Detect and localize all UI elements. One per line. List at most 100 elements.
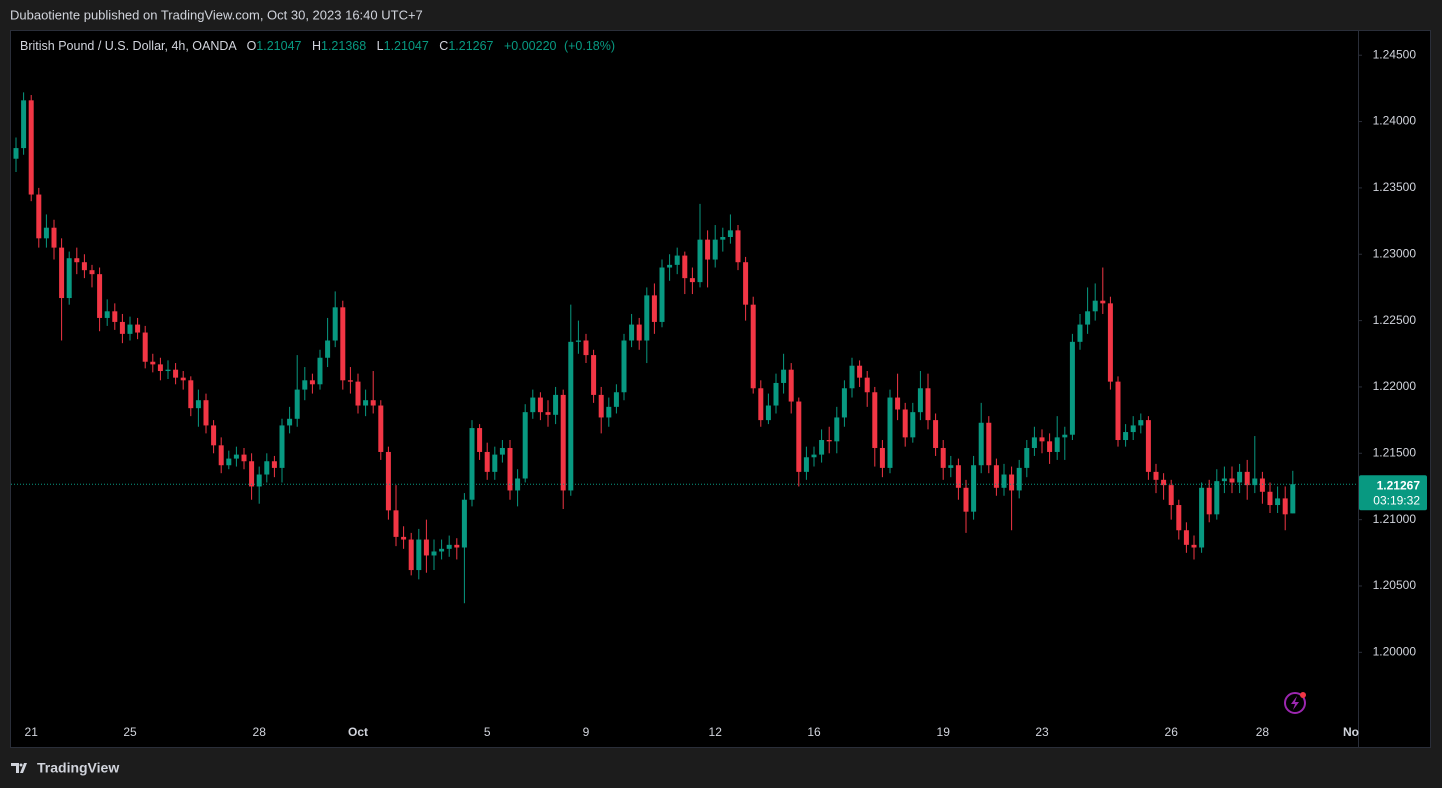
- candle-body: [1183, 530, 1189, 545]
- x-tick-label: 21: [25, 725, 39, 739]
- legend-high: 1.21368: [321, 39, 366, 53]
- candle-body: [484, 451, 490, 472]
- candle-body: [917, 388, 923, 413]
- candle-body: [1085, 311, 1091, 325]
- candle-body: [606, 406, 612, 418]
- candle-body: [553, 394, 559, 415]
- candle-body: [1138, 420, 1144, 426]
- last-price-box: [1359, 475, 1427, 511]
- y-tick-label: 1.20500: [1373, 578, 1417, 592]
- candle-body: [43, 227, 49, 239]
- candle-body: [218, 445, 224, 466]
- candle-body: [788, 369, 794, 402]
- icon-bolt: [1291, 696, 1299, 710]
- logo-dot: [19, 763, 23, 767]
- candle-body: [150, 361, 156, 365]
- y-tick-label: 1.21500: [1373, 445, 1417, 459]
- candle-body: [173, 369, 179, 378]
- candle-body: [765, 405, 771, 421]
- x-tick-label: 19: [937, 725, 951, 739]
- candle-body: [127, 324, 133, 334]
- candle-body: [636, 324, 642, 341]
- candle-body: [492, 454, 498, 472]
- candle-body: [712, 239, 718, 260]
- candle-body: [545, 412, 551, 415]
- candle-body: [575, 340, 581, 342]
- lightning-icon[interactable]: [1284, 692, 1306, 714]
- candle-body: [454, 544, 460, 548]
- candle-body: [697, 239, 703, 283]
- candle-body: [993, 465, 999, 488]
- candle-body: [89, 270, 95, 275]
- legend-close: 1.21267: [448, 39, 493, 53]
- candle-body: [142, 332, 148, 362]
- x-tick-label: 26: [1165, 725, 1179, 739]
- candle-body: [279, 425, 285, 468]
- legend-h-label: H: [312, 39, 321, 53]
- candle-body: [401, 536, 407, 540]
- candle-body: [750, 304, 756, 389]
- candle-body: [803, 457, 809, 472]
- logo-mark: [11, 763, 27, 773]
- candle-body: [1145, 420, 1151, 472]
- candle-body: [378, 405, 384, 452]
- candle-body: [613, 392, 619, 407]
- candle-body: [872, 392, 878, 448]
- candle-body: [727, 230, 733, 237]
- x-tick-label: 5: [484, 725, 491, 739]
- candle-body: [363, 400, 369, 406]
- candle-body: [1054, 437, 1060, 452]
- y-tick-label: 1.23500: [1373, 180, 1417, 194]
- candle-body: [180, 377, 186, 381]
- candle-body: [302, 380, 308, 390]
- candle-body: [1039, 437, 1045, 442]
- y-tick-label: 1.24000: [1373, 114, 1417, 128]
- y-tick-label: 1.23000: [1373, 246, 1417, 260]
- candle-body: [933, 420, 939, 448]
- candle-body: [507, 447, 513, 491]
- candle-body: [226, 458, 232, 466]
- legend-c-label: C: [439, 39, 448, 53]
- candle-body: [157, 364, 163, 372]
- candle-body: [74, 258, 80, 263]
- x-tick-label: 28: [253, 725, 267, 739]
- candle-body: [651, 295, 657, 322]
- candle-body: [841, 388, 847, 418]
- legend-open: 1.21047: [256, 39, 301, 53]
- candle-body: [477, 428, 483, 452]
- candle-body: [385, 451, 391, 511]
- candle-body: [431, 551, 437, 556]
- candle-body: [355, 381, 361, 406]
- candle-body: [902, 409, 908, 438]
- candle-body: [165, 369, 171, 372]
- candle-body: [948, 465, 954, 468]
- candle-body: [1047, 441, 1053, 452]
- candle-body: [910, 412, 916, 438]
- candle-body: [119, 321, 125, 334]
- candle-body: [287, 418, 293, 426]
- plot: 1.20000 1.20500 1.21000 1.21500 1.22000 1.225…: [11, 47, 1427, 739]
- candle-body: [591, 355, 597, 395]
- candle-body: [264, 461, 270, 475]
- y-tick-label: 1.20000: [1373, 644, 1417, 658]
- candle-body: [796, 401, 802, 472]
- y-tick-label: 1.22000: [1373, 379, 1417, 393]
- candle-body: [963, 487, 969, 512]
- footer-logo: [11, 763, 27, 773]
- candle-body: [1107, 303, 1113, 382]
- legend: British Pound / U.S. Dollar, 4h, OANDA O…: [20, 39, 615, 53]
- candle-body: [674, 255, 680, 265]
- candle-body: [560, 394, 566, 491]
- candle-body: [689, 278, 695, 283]
- candle-body: [469, 428, 475, 500]
- countdown-label: 03:19:32: [1373, 493, 1420, 507]
- icon-ring: [1284, 692, 1306, 714]
- candle-body: [986, 422, 992, 466]
- candle-body: [446, 544, 452, 549]
- candle-body: [1229, 478, 1235, 483]
- candle-body: [332, 307, 338, 341]
- candle-body: [758, 388, 764, 421]
- x-tick-label: 28: [1256, 725, 1270, 739]
